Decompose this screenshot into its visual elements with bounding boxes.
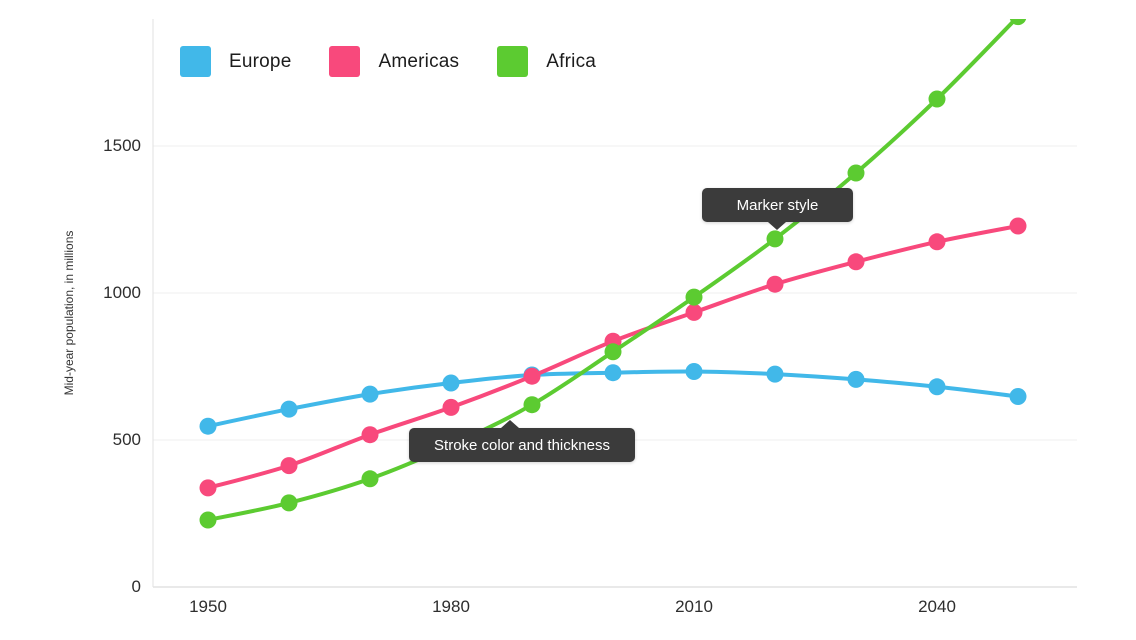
- marker-africa-2000[interactable]: [604, 343, 622, 361]
- x-tick-label-2040: 2040: [918, 597, 956, 616]
- x-tick-label-2010: 2010: [675, 597, 713, 616]
- marker-americas-2050[interactable]: [1009, 217, 1027, 235]
- marker-africa-2010[interactable]: [685, 288, 703, 306]
- legend-label-americas: Americas: [378, 50, 460, 72]
- marker-africa-2030[interactable]: [847, 164, 865, 182]
- legend-item-europe[interactable]: Europe: [180, 46, 291, 77]
- y-tick-label-1000: 1000: [103, 283, 141, 302]
- marker-americas-2010[interactable]: [685, 303, 703, 321]
- tooltip-arrow-up-icon: [501, 420, 519, 428]
- marker-americas-2030[interactable]: [847, 253, 865, 271]
- marker-americas-2020[interactable]: [766, 275, 784, 293]
- marker-europe-2030[interactable]: [847, 370, 865, 388]
- marker-americas-1950[interactable]: [199, 479, 217, 497]
- marker-africa-2040[interactable]: [928, 90, 946, 108]
- legend-item-africa[interactable]: Africa: [497, 46, 596, 77]
- series-americas: [199, 217, 1027, 497]
- marker-europe-1960[interactable]: [280, 400, 298, 418]
- tooltip-stroke-color-and-thickness: Stroke color and thickness: [409, 420, 635, 462]
- x-tick-label-1950: 1950: [189, 597, 227, 616]
- tooltip-marker-style: Marker style: [702, 188, 853, 230]
- legend-swatch-africa: [497, 46, 529, 77]
- legend-label-europe: Europe: [229, 50, 292, 72]
- marker-americas-2040[interactable]: [928, 233, 946, 251]
- marker-europe-2050[interactable]: [1009, 388, 1027, 405]
- marker-americas-1960[interactable]: [280, 457, 298, 475]
- marker-europe-2020[interactable]: [766, 365, 784, 383]
- marker-europe-1970[interactable]: [361, 385, 379, 403]
- marker-africa-2050[interactable]: [1009, 8, 1027, 26]
- legend: Europe Americas Africa: [180, 46, 596, 77]
- legend-swatch-americas: [329, 46, 361, 77]
- marker-americas-1980[interactable]: [442, 398, 460, 416]
- y-tick-label-500: 500: [112, 430, 141, 449]
- marker-africa-1960[interactable]: [280, 494, 298, 512]
- marker-europe-1980[interactable]: [442, 374, 460, 392]
- marker-americas-1990[interactable]: [523, 367, 541, 385]
- legend-item-americas[interactable]: Americas: [329, 46, 459, 77]
- tooltip-marker-label: Marker style: [736, 196, 819, 214]
- tooltip-stroke-label: Stroke color and thickness: [434, 436, 610, 454]
- marker-europe-1950[interactable]: [199, 417, 217, 435]
- tooltip-arrow-down-icon: [768, 222, 786, 230]
- legend-swatch-europe: [180, 46, 211, 77]
- y-tick-label-0: 0: [131, 577, 141, 596]
- marker-africa-1970[interactable]: [361, 470, 379, 488]
- y-axis-title: Mid-year population, in millions: [62, 230, 76, 396]
- marker-europe-2010[interactable]: [685, 363, 703, 380]
- series-africa: [199, 8, 1027, 529]
- marker-americas-1970[interactable]: [361, 426, 379, 444]
- marker-europe-2000[interactable]: [604, 364, 622, 382]
- marker-africa-1950[interactable]: [199, 511, 217, 529]
- x-tick-label-1980: 1980: [432, 597, 470, 616]
- series-europe: [199, 363, 1027, 435]
- marker-africa-2020[interactable]: [766, 230, 784, 248]
- marker-europe-2040[interactable]: [928, 378, 946, 396]
- y-tick-label-1500: 1500: [103, 136, 141, 155]
- marker-africa-1990[interactable]: [523, 396, 541, 414]
- legend-label-africa: Africa: [546, 50, 597, 72]
